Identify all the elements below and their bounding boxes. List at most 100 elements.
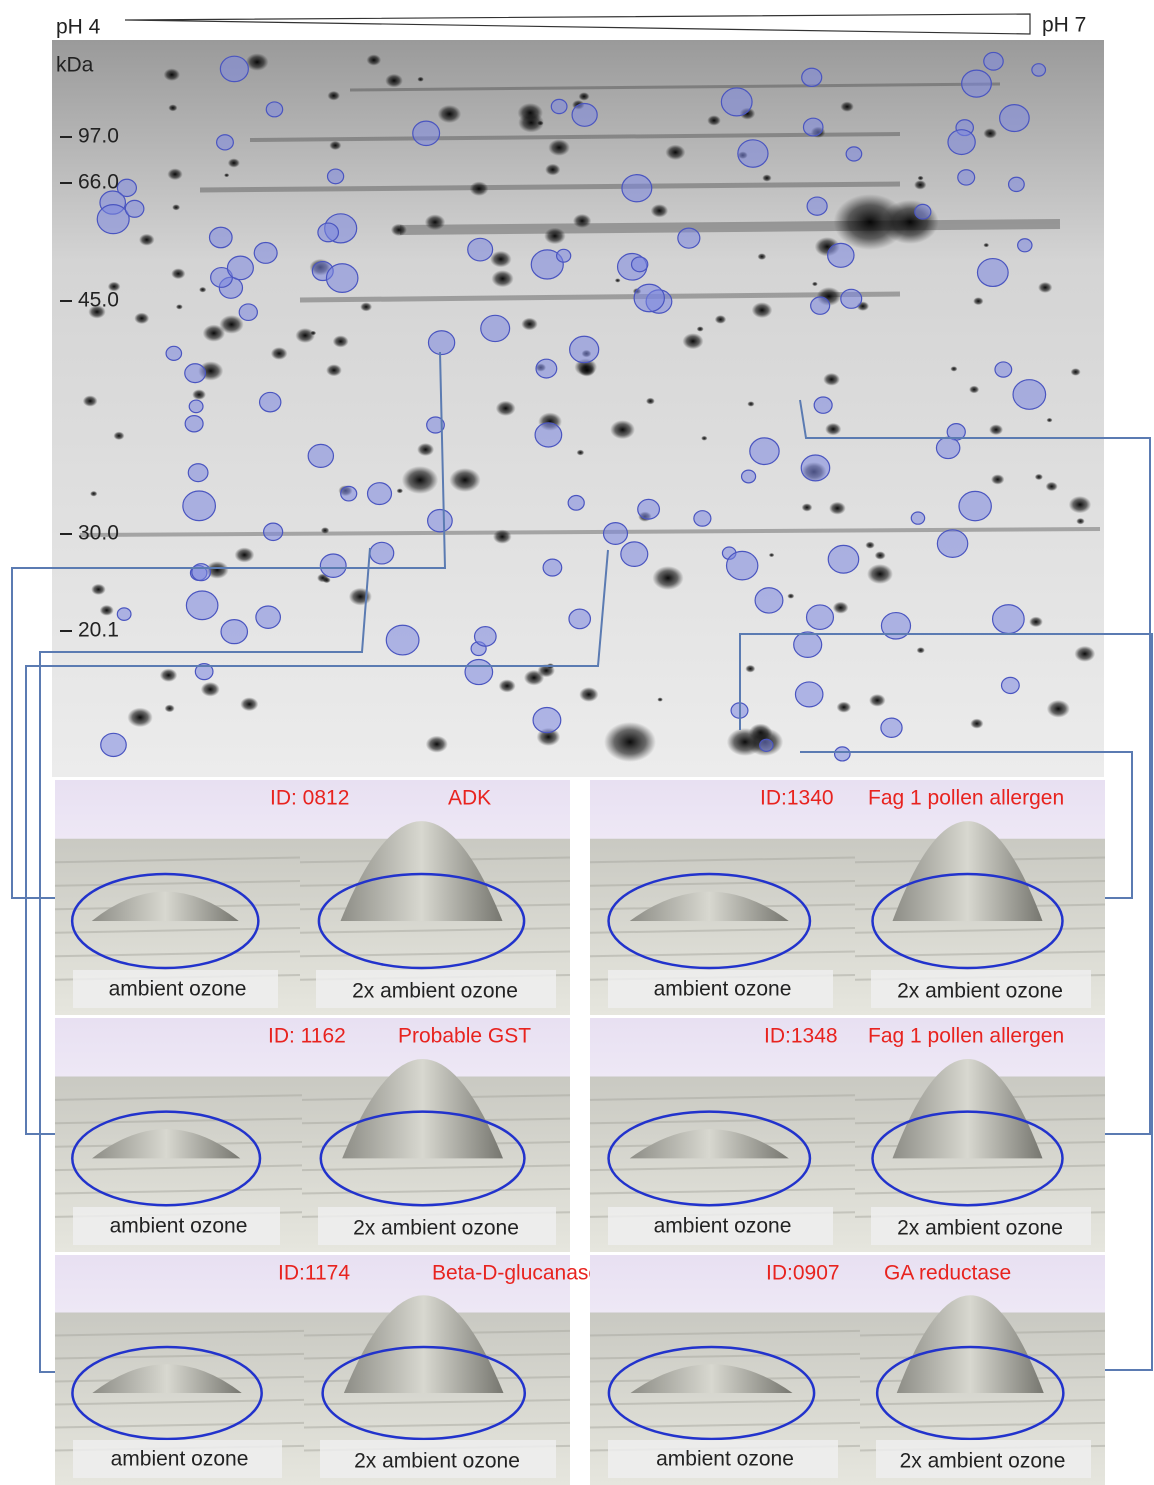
spot-outline (209, 227, 232, 248)
gel-blob (697, 326, 704, 331)
gel-blob (240, 697, 258, 711)
spot-outline (622, 175, 652, 202)
spot-outline (760, 739, 773, 751)
gel-blob (1047, 700, 1070, 718)
protein-name: Fag 1 pollen allergen (868, 1025, 1064, 1048)
spot-outline (604, 523, 628, 545)
spot-id: ID:0907 (766, 1262, 840, 1285)
spot-outline (266, 102, 282, 117)
gel-blob (327, 91, 340, 101)
gel-blob (579, 687, 598, 702)
spot-outline (750, 438, 779, 465)
gel-blob (176, 304, 183, 309)
marker-label: 30.0 (78, 522, 119, 545)
marker-label: 66.0 (78, 171, 119, 194)
gel-blob (610, 420, 635, 439)
gel-blob (747, 401, 754, 406)
spot-outline (621, 542, 648, 566)
ph-gradient (125, 14, 1030, 34)
gel-blob (1047, 418, 1053, 423)
gel-blob (707, 115, 721, 125)
spot-outline (632, 257, 648, 272)
spot-outline (125, 200, 144, 217)
gel-blob (950, 366, 957, 371)
gel-blob (577, 450, 585, 456)
spot-id: ID: 0812 (270, 787, 349, 810)
unit-label: kDa (56, 54, 94, 77)
protein-name: GA reductase (884, 1262, 1011, 1285)
gel-blob (1069, 496, 1091, 513)
protein-name: Probable GST (398, 1025, 531, 1048)
spot-outline (794, 632, 822, 657)
gel-blob (825, 423, 841, 435)
gel-blob (417, 77, 423, 82)
spot-outline (694, 511, 711, 526)
spot-outline (570, 336, 599, 362)
gel-blob (881, 200, 938, 244)
gel-blob (127, 708, 152, 728)
spot-outline (368, 483, 392, 505)
gel-blob (715, 315, 726, 324)
spot-outline (221, 620, 247, 644)
gel-blob (329, 141, 341, 150)
gel-blob (367, 54, 382, 65)
gel-blob (769, 553, 774, 557)
spot-outline (1002, 677, 1020, 693)
figure: pH 4 pH 7 kDa 97.066.045.030.020.1 ID: 0… (0, 0, 1154, 1485)
gel-blob (983, 243, 989, 247)
condition-label: 2x ambient ozone (354, 1450, 520, 1473)
gel-blob (604, 722, 656, 762)
gel-blob (100, 605, 114, 616)
gel-blob (228, 158, 240, 167)
gel-blob (235, 547, 255, 562)
spot-outline (188, 464, 208, 482)
gel-blob (295, 328, 314, 343)
gel-blob (545, 164, 560, 176)
spot-outline (186, 591, 218, 620)
gel-blob (869, 694, 886, 707)
spot-outline (239, 304, 257, 321)
gel-blob (757, 253, 766, 260)
spot-outline (183, 491, 216, 521)
gel-blob (417, 443, 434, 456)
spot-outline (638, 499, 660, 519)
gel-blob (548, 139, 570, 156)
gel-blob (425, 214, 445, 230)
gel-blob (865, 542, 874, 549)
condition-label: ambient ozone (111, 1448, 249, 1471)
gel-blob (83, 395, 98, 406)
gel-blob (973, 297, 983, 305)
spot-outline (117, 608, 131, 620)
spot-id: ID:1174 (278, 1262, 350, 1285)
spot-id: ID: 1162 (268, 1025, 346, 1048)
gel-blob (271, 347, 288, 360)
spot-outline (846, 147, 862, 161)
spot-outline (962, 70, 992, 97)
gel-blob (192, 389, 206, 400)
spot-outline (993, 605, 1025, 634)
spot-outline (801, 455, 829, 481)
spot-outline (326, 264, 357, 293)
spot-outline (370, 542, 394, 564)
condition-label: 2x ambient ozone (352, 980, 518, 1003)
gel-blob (470, 181, 489, 196)
spot-outline (755, 588, 783, 613)
spot-outline (465, 660, 493, 685)
gel-blob (321, 527, 329, 534)
spot-outline (220, 56, 248, 81)
gel-blob (172, 204, 180, 210)
spot-outline (557, 249, 571, 262)
spot-outline (1000, 105, 1030, 132)
gel-blob (970, 719, 983, 729)
spot-outline (536, 359, 557, 378)
gel-blob (521, 318, 537, 331)
protein-name: Fag 1 pollen allergen (868, 787, 1064, 810)
spot-outline (535, 423, 562, 447)
gel-blob (917, 647, 925, 653)
spot-outline (803, 118, 822, 136)
spot-outline (881, 613, 910, 639)
spot-outline (533, 707, 561, 732)
condition-label: 2x ambient ozone (353, 1217, 519, 1240)
gel-blob (969, 386, 979, 394)
condition-label: 2x ambient ozone (900, 1450, 1066, 1473)
